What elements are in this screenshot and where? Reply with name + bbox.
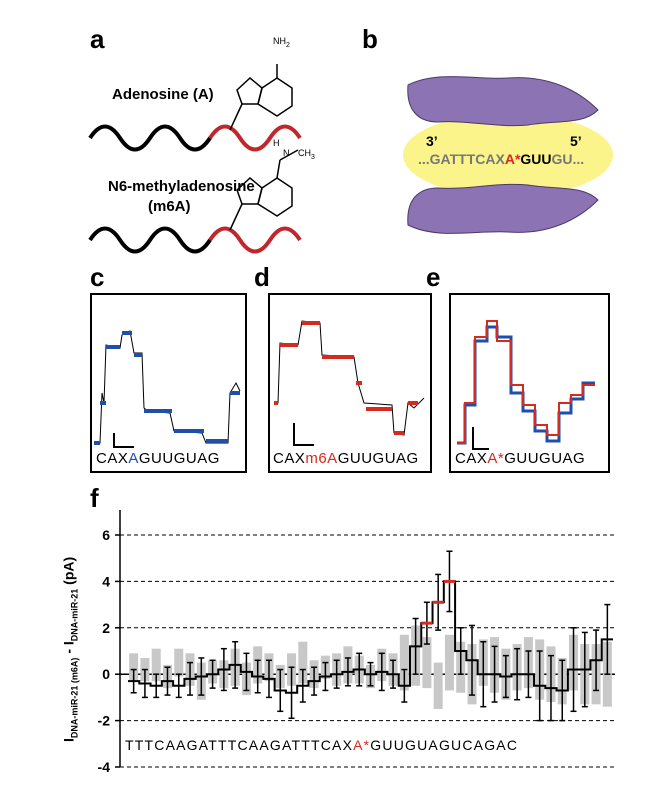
panel-letter-a: a <box>90 24 105 54</box>
f-ylabel-sub2: DNA-miR-21 <box>69 588 80 642</box>
panel-d-sequence: CAXm6AGUUGUAG <box>273 450 419 467</box>
panel-d-trace <box>274 320 425 446</box>
panel-c-box <box>90 293 247 473</box>
f-step-line <box>128 580 613 694</box>
f-ylabel-unit: (pA) <box>60 556 77 589</box>
f-ytick-label: 2 <box>102 620 110 636</box>
svg-text:CH3: CH3 <box>298 148 315 161</box>
f-gray-bar <box>151 648 161 682</box>
f-seq-mark: A* <box>353 737 371 753</box>
panel-letter-e: e <box>426 262 441 292</box>
nh-h-text: H <box>273 138 280 148</box>
f-y-axis: -4 -2 0 2 4 6 <box>98 510 121 775</box>
b-seq-star: A* <box>505 151 521 167</box>
m6a-label-line1: N6-methyladenosine <box>108 178 255 195</box>
f-seq-pre: TTTCAAGATTTCAAGATTTCAX <box>125 737 354 753</box>
prime-5-label: 5’ <box>570 133 582 149</box>
f-series <box>128 550 613 722</box>
prime-3-label: 3’ <box>426 133 438 149</box>
f-ytick-label: -4 <box>98 759 111 775</box>
ch3-text: CH <box>298 148 311 158</box>
svg-text:NH2: NH2 <box>273 36 290 49</box>
panel-f-chart: -4 -2 0 2 4 6 <box>98 510 615 775</box>
c-seq-post: GUUGUAG <box>138 450 220 467</box>
f-ylabel-sub1: DNA-miR-21 (m6A) <box>69 657 80 739</box>
panel-letter-f: f <box>90 483 99 513</box>
f-ytick-label: 6 <box>102 527 110 543</box>
f-ytick-label: 4 <box>102 573 110 589</box>
f-gray-bar <box>174 648 184 677</box>
d-seq-pre: CAX <box>273 450 306 467</box>
b-seq-mid: GUU <box>520 151 551 167</box>
f-gray-bar <box>433 662 443 709</box>
f-ytick-label: 0 <box>102 666 110 682</box>
f-ylabel-mid: - I <box>60 641 77 658</box>
d-seq-post: GUUGUAG <box>337 450 419 467</box>
e-seq-post: GUUGUAG <box>504 450 586 467</box>
panel-c-trace <box>94 330 241 448</box>
panel-b-sequence: ...GATTTCAXA*GUUGU... <box>418 151 584 167</box>
b-seq-pre: ...GATTTCAX <box>418 151 506 167</box>
panel-c-sequence: CAXAGUUGUAG <box>96 450 220 467</box>
panel-b-pore: 3’ 5’ ...GATTTCAXA*GUUGU... <box>403 76 613 234</box>
f-seq-post: GUUGUAGUCAGAC <box>370 737 519 753</box>
nh2-sub: 2 <box>286 42 290 49</box>
f-ylabel-main: I <box>60 738 77 742</box>
f-gray-bar <box>444 634 454 691</box>
f-gray-bar <box>399 634 409 691</box>
e-seq-mark: A* <box>487 450 505 467</box>
panel-a-structures: NH2 H N CH3 <box>88 36 315 254</box>
e-seq-pre: CAX <box>455 450 488 467</box>
panel-letter-c: c <box>90 262 105 292</box>
f-gray-bar <box>422 637 432 689</box>
b-seq-post: GU... <box>552 151 585 167</box>
f-gray-bar <box>298 641 308 684</box>
panel-f-sequence: TTTCAAGATTTCAAGATTTCAXA*GUUGUAGUCAGAC <box>125 737 518 753</box>
nh-n-text: N <box>283 148 290 158</box>
d-seq-mark: m6A <box>305 450 338 467</box>
adenosine-label: Adenosine (A) <box>112 86 214 103</box>
c-seq-pre: CAX <box>96 450 129 467</box>
panel-letter-b: b <box>362 24 378 54</box>
f-ytick-label: -2 <box>98 713 111 729</box>
panel-e-trace <box>457 320 595 450</box>
f-gray-bar <box>129 653 139 682</box>
nh2-text: NH <box>273 36 286 46</box>
panel-d-box <box>268 293 432 473</box>
panel-e-sequence: CAXA*GUUGUAG <box>455 450 585 467</box>
c-seq-mark: A <box>128 450 139 467</box>
panel-e-box <box>449 293 610 473</box>
panel-letter-d: d <box>254 262 270 292</box>
ch3-sub: 3 <box>311 154 315 161</box>
f-ylabel: IDNA-miR-21 (m6A) - IDNA-miR-21 (pA) <box>61 549 80 749</box>
m6a-label-line2: (m6A) <box>148 198 191 215</box>
